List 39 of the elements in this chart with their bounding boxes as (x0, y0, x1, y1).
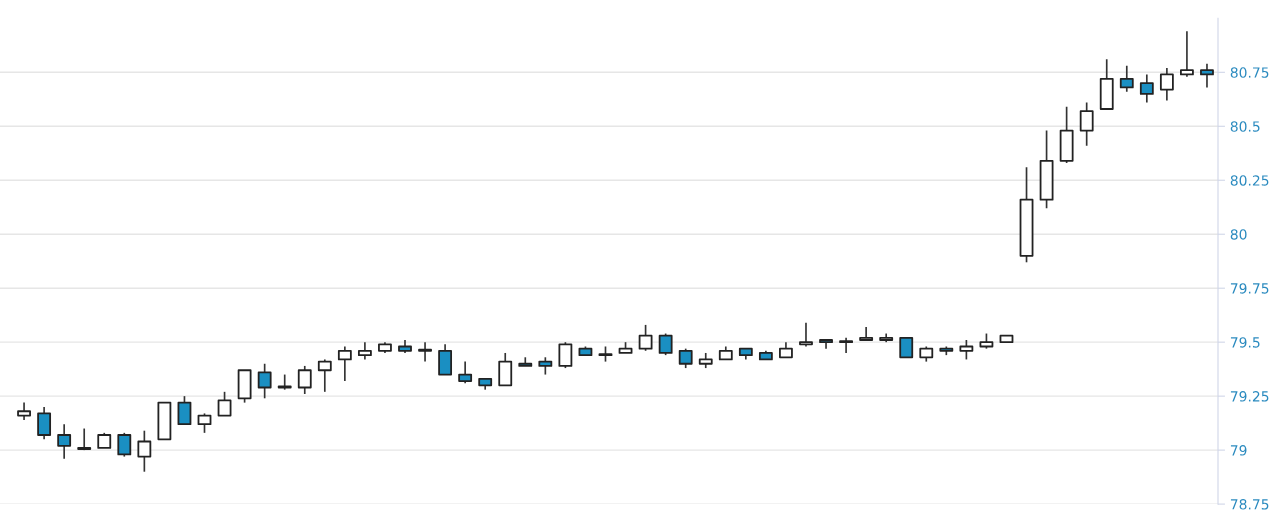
y-tick-label: 79 (1230, 445, 1247, 456)
candlestick (1079, 101, 1094, 147)
candlestick (658, 332, 673, 356)
candlestick (1139, 73, 1154, 104)
y-tick-label: 80.75 (1230, 67, 1269, 78)
candlestick (638, 324, 653, 352)
candlestick (438, 343, 453, 376)
candlestick (959, 339, 974, 361)
candlestick (137, 429, 152, 473)
candlestick (498, 352, 513, 387)
candlestick (458, 360, 473, 385)
candlestick (257, 362, 272, 400)
candlestick (57, 423, 72, 460)
candlestick (177, 395, 192, 426)
candlestick (197, 412, 212, 434)
candlestick (117, 432, 132, 458)
candlestick (217, 390, 232, 417)
candlestick (839, 337, 854, 354)
candlestick (859, 326, 874, 341)
candlestick (799, 321, 813, 348)
candlestick (37, 406, 52, 441)
y-tick-label: 78.75 (1230, 499, 1269, 510)
candlestick (297, 365, 312, 395)
candlestick (899, 336, 914, 359)
candlestick (418, 341, 432, 363)
candlestick (1159, 67, 1174, 102)
candlestick (317, 358, 332, 393)
y-tick-label: 79.25 (1230, 391, 1269, 402)
candlestick (337, 345, 352, 382)
y-tick-label: 79.75 (1230, 283, 1269, 294)
candlestick (558, 341, 573, 369)
y-tick-label: 80 (1230, 229, 1247, 240)
y-tick-label: 79.5 (1230, 337, 1260, 348)
candlestick (1119, 65, 1134, 93)
y-tick-label: 80.5 (1230, 121, 1260, 132)
candlestick (1200, 62, 1214, 89)
candlestick (678, 347, 693, 369)
y-tick-label: 80.25 (1230, 175, 1269, 186)
candlestick (1180, 30, 1194, 78)
